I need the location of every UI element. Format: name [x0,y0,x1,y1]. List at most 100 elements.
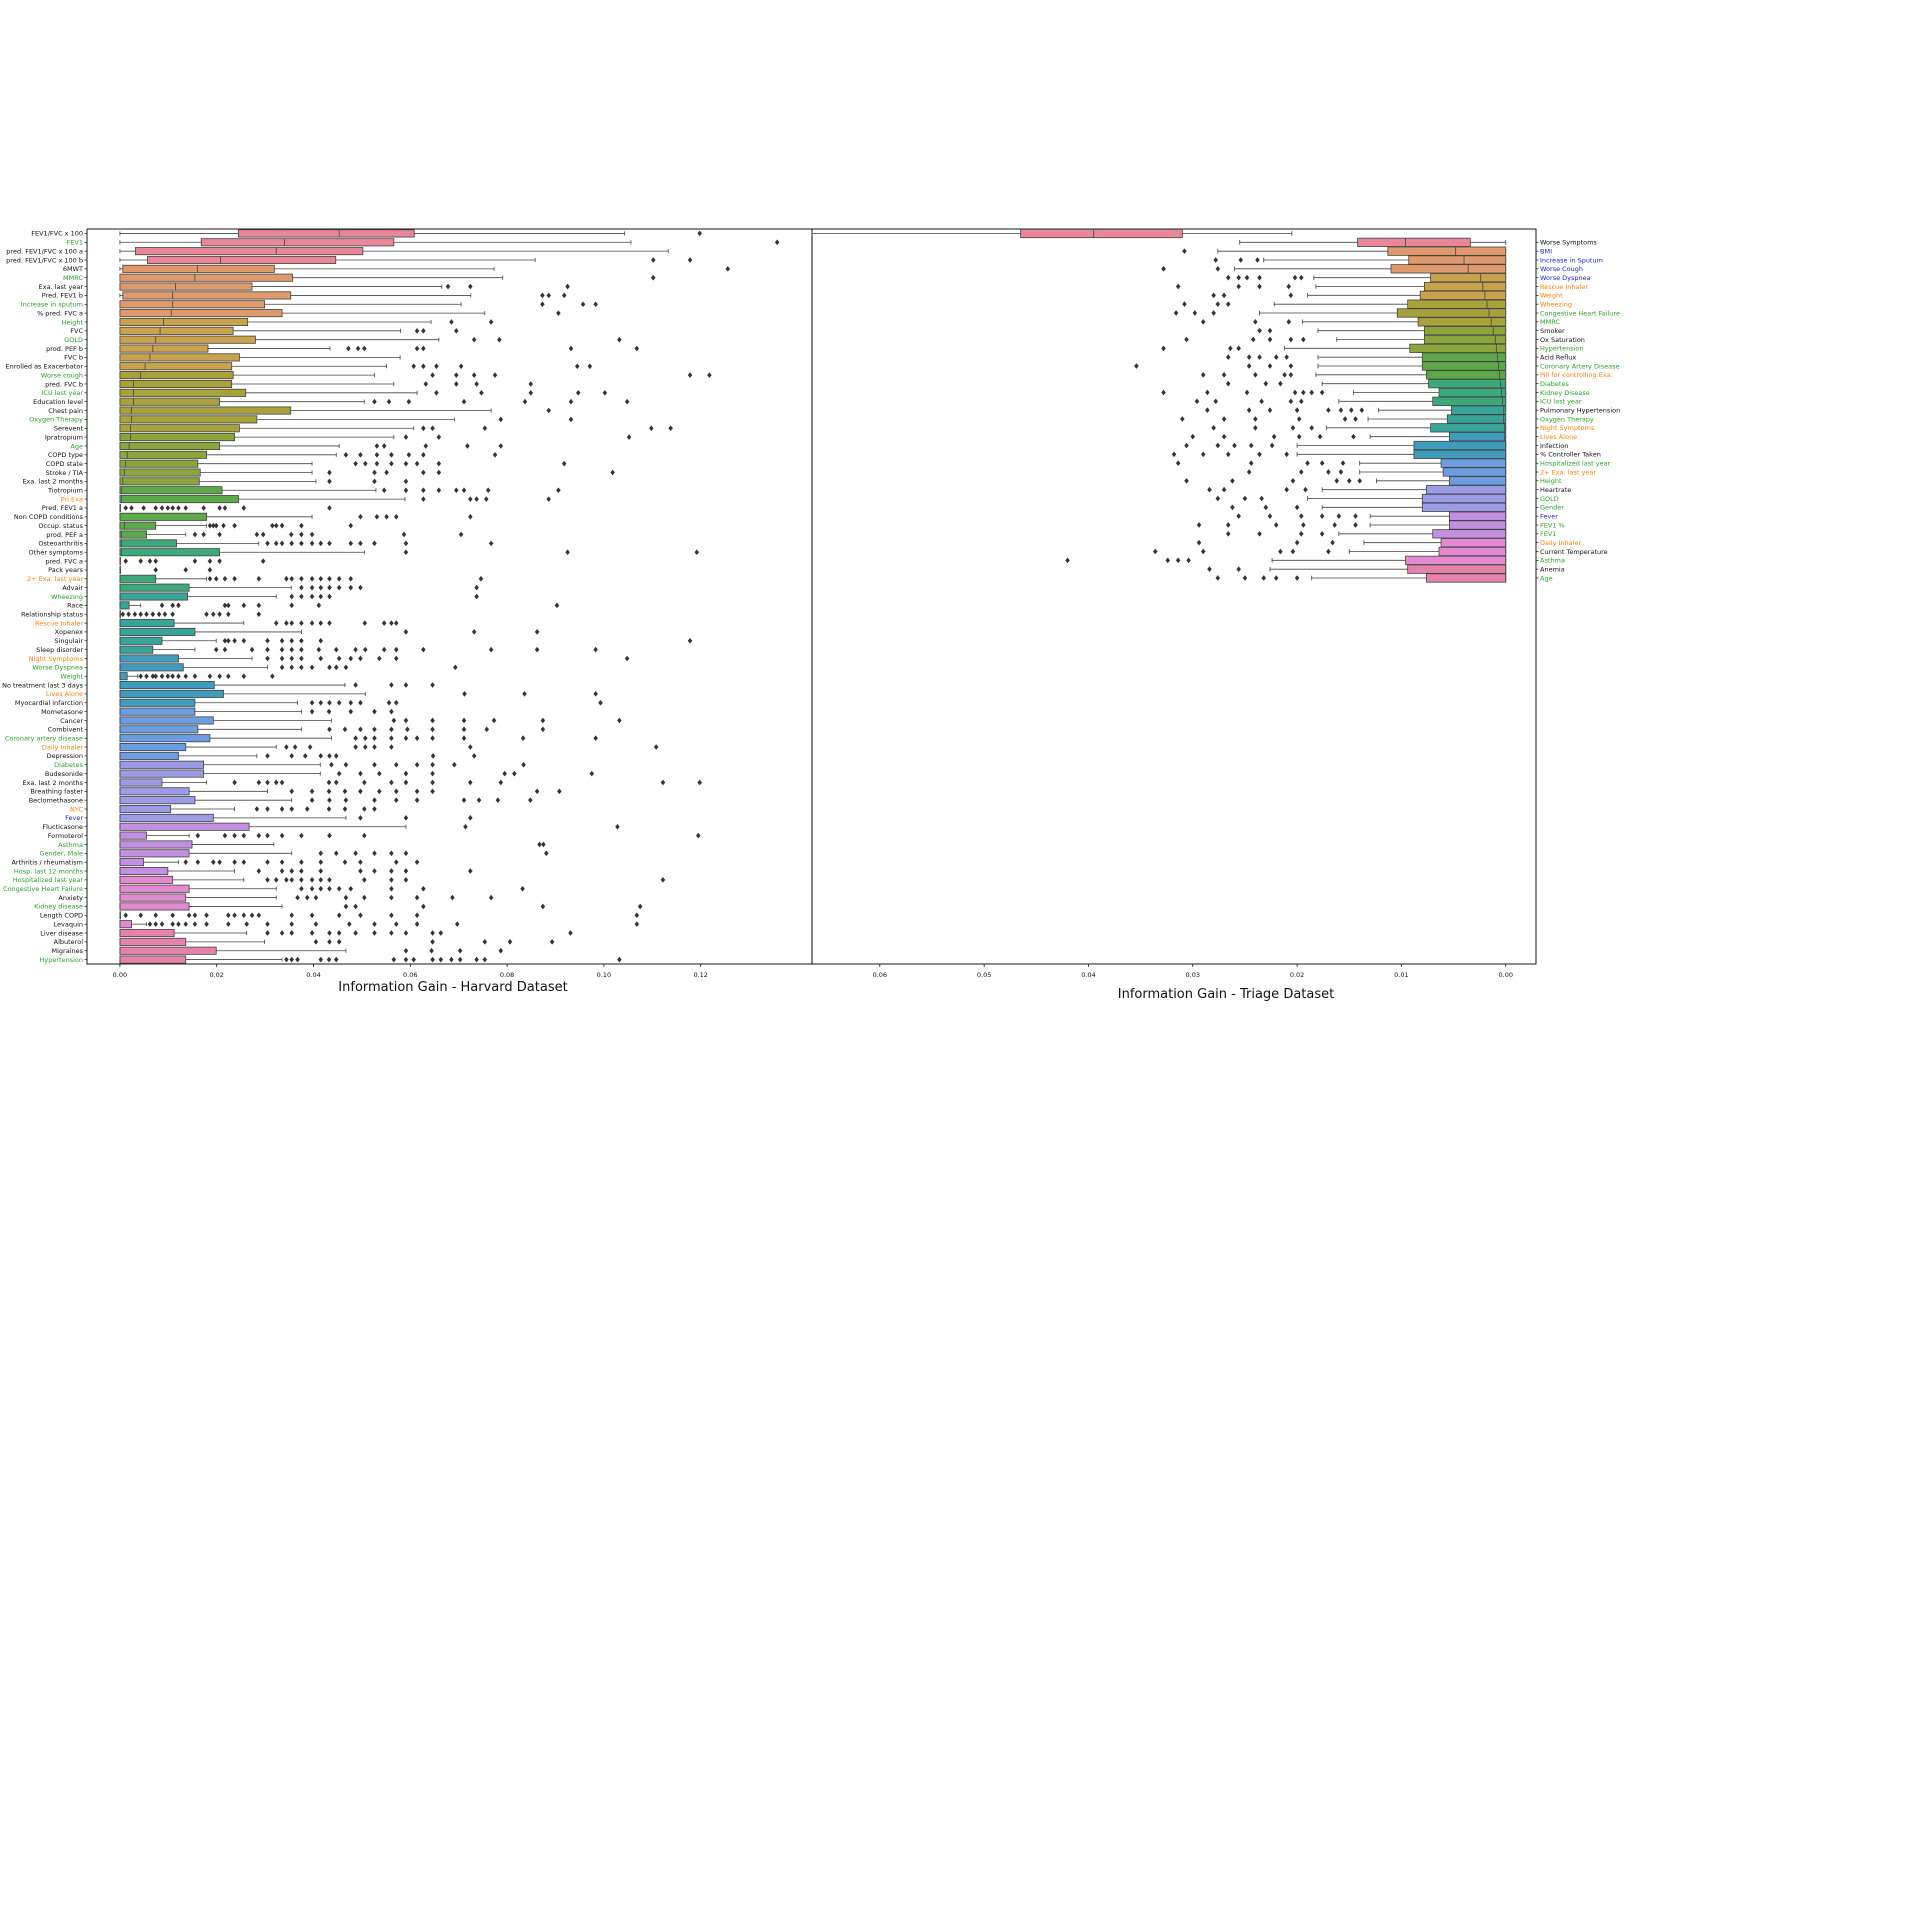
box-row-worse-dyspnea: Worse Dyspnea [32,663,458,672]
outlier-point [461,487,467,494]
outlier-point [1065,557,1070,564]
iqr-box [119,477,200,486]
outlier-point [260,558,266,564]
iqr-box [200,238,395,247]
y-tick-label: Heartrate [1540,486,1571,494]
outlier-point [1253,318,1258,325]
outlier-point [421,496,426,502]
outlier-point [1215,442,1221,449]
outlier-point [343,903,349,910]
y-tick-label: Myocardial infarction [15,699,83,707]
outlier-point [147,921,153,928]
outlier-point [634,912,640,919]
box-row-pill-for-controlling-exa: Pill for controlling Exa. [1200,370,1613,380]
outlier-point [617,717,622,724]
outlier-point [436,460,442,467]
outlier-point [256,602,262,609]
iqr-box [1409,343,1507,353]
outlier-point [421,327,426,334]
x-tick-label: 0.06 [403,971,417,979]
outlier-point [593,646,598,653]
iqr-box [119,344,209,353]
outlier-point [123,505,129,511]
outlier-point [299,655,304,662]
outlier-point [430,717,435,724]
outlier-point [289,540,295,547]
iqr-box [119,282,253,291]
iqr-box [1426,573,1507,583]
outlier-point [342,806,348,812]
outlier-point [372,868,377,874]
outlier-point [461,398,467,405]
outlier-point [372,708,377,715]
box-row-race: Race [67,601,560,610]
outlier-point [217,558,222,564]
y-tick-label: Pri Exa [61,495,83,503]
box-row-relationship-status: Relationship status [21,610,262,619]
outlier-point [650,257,656,263]
outlier-point [1236,345,1241,352]
y-tick-label: Anemia [1540,565,1565,573]
y-tick-label: Lives Alone [46,690,83,698]
y-tick-label: Kidney disease [34,903,83,911]
outlier-point [362,877,367,883]
outlier-point [495,797,501,804]
outlier-point [488,540,494,547]
outlier-point [1221,371,1227,378]
outlier-point [336,655,342,662]
y-tick-label: 2+ Exa. last year [27,575,83,583]
outlier-point [1319,460,1325,467]
outlier-point [556,487,561,494]
outlier-point [687,372,693,378]
outlier-point [554,602,560,609]
y-tick-label: FVC [70,327,83,335]
outlier-point [537,841,542,848]
outlier-point [1215,575,1221,581]
iqr-box [1413,440,1507,451]
outlier-point [232,575,237,582]
outlier-point [598,699,603,706]
y-tick-label: Singulair [54,637,83,645]
outlier-point [348,522,354,529]
outlier-point [353,744,358,750]
outlier-point [1298,513,1304,520]
outlier-point [1317,433,1323,440]
outlier-point [617,336,622,343]
y-tick-label: Hosp. last 12 months [14,867,84,875]
iqr-box [119,716,214,725]
outlier-point [304,806,310,812]
outlier-point [232,637,237,644]
outlier-point [348,655,354,662]
outlier-point [403,947,409,954]
outlier-point [241,912,247,919]
x-tick-label: 0.04 [1081,971,1095,979]
outlier-point [183,567,189,573]
outlier-point [309,797,315,804]
outlier-point [1215,265,1221,272]
y-tick-label: FEV1 [67,239,83,247]
outlier-point [1284,486,1289,493]
box-row-smoker: Smoker [1257,326,1565,336]
outlier-point [421,425,426,432]
outlier-point [1236,513,1241,520]
outlier-point [389,877,394,883]
outlier-point [316,602,322,609]
y-tick-label: BMI [1540,247,1552,255]
outlier-point [279,832,285,839]
outlier-point [265,806,270,812]
outlier-point [343,894,349,901]
y-tick-label: Daily Inhaler [42,743,83,751]
outlier-point [222,637,228,644]
outlier-point [401,531,407,538]
outlier-point [1288,336,1294,343]
outlier-point [226,912,231,919]
outlier-point [389,930,394,936]
outlier-point [377,655,382,662]
y-tick-label: Relationship status [21,611,84,619]
y-tick-label: % Controller Taken [1540,451,1601,459]
box-row-night-symptoms: Night Symptoms [29,654,630,663]
y-tick-label: Education level [33,398,83,406]
box-row-kidney-disease: Kidney disease [34,902,643,911]
outlier-point [1263,504,1269,511]
outlier-point [1326,469,1331,475]
